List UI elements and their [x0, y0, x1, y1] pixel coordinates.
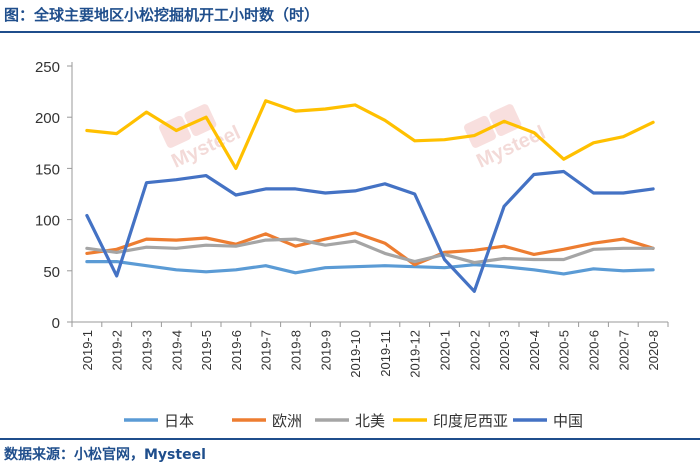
legend: 日本 欧洲 北美 印度尼西亚 中国: [124, 412, 583, 430]
x-tick-label: 2020-5: [557, 330, 572, 370]
bottom-divider: [0, 438, 700, 440]
x-tick-label: 2019-10: [348, 330, 363, 378]
y-tick-label: 250: [35, 59, 60, 76]
series-line: [85, 231, 655, 267]
x-tick-label: 2019-4: [169, 330, 184, 370]
x-tick-label: 2020-4: [527, 330, 542, 370]
legend-label: 北美: [355, 412, 385, 430]
x-tick-label: 2019-7: [259, 330, 274, 370]
x-tick-label: 2020-1: [438, 330, 453, 370]
x-tick-label: 2019-11: [378, 330, 393, 377]
x-tick-label: 2019-2: [110, 330, 125, 370]
x-tick-label: 2019-12: [408, 330, 423, 378]
series-line: [85, 99, 655, 170]
title-bar: 图：全球主要地区小松挖掘机开工小时数（时）: [0, 0, 700, 30]
top-divider: [0, 31, 700, 33]
y-tick-label: 100: [35, 213, 60, 230]
legend-label: 中国: [553, 412, 583, 430]
x-tick-label: 2020-7: [616, 330, 631, 370]
chart-title: 图：全球主要地区小松挖掘机开工小时数（时）: [4, 6, 320, 24]
watermark-logo: [489, 104, 522, 136]
source-note: 数据来源：小松官网，Mysteel: [4, 447, 206, 463]
series-line: [85, 169, 655, 293]
x-tick-label: 2019-6: [229, 330, 244, 370]
y-tick-label: 200: [35, 110, 60, 127]
axes: [71, 62, 668, 323]
x-tick-label: 2020-2: [467, 330, 482, 370]
x-tick-label: 2020-3: [497, 330, 512, 370]
series-line: [85, 260, 655, 276]
x-tick-label: 2019-3: [140, 330, 155, 370]
y-tick-label: 0: [52, 315, 60, 332]
y-tick-label: 150: [35, 161, 60, 178]
series-line: [85, 237, 655, 265]
x-tick-label: 2019-5: [199, 330, 214, 370]
y-tick-label: 50: [43, 264, 60, 281]
x-tick-labels: 2019-1 2019-2 2019-3 2019-4 2019-5 2019-6 2019…: [71, 322, 669, 378]
x-tick-label: 2019-8: [289, 330, 304, 370]
x-tick-label: 2020-6: [587, 330, 602, 370]
legend-label: 印度尼西亚: [433, 412, 508, 430]
x-tick-label: 2019-9: [318, 330, 333, 370]
x-tick-label: 2020-8: [646, 330, 661, 370]
x-tick-label: 2019-1: [80, 330, 95, 370]
series-lines: [85, 99, 655, 293]
legend-label: 欧洲: [272, 412, 302, 430]
legend-label: 日本: [164, 412, 194, 430]
y-tick-labels: 0 50 100 150 200 250: [35, 59, 72, 332]
